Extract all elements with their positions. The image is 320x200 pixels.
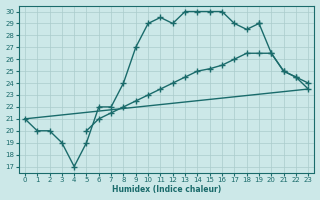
X-axis label: Humidex (Indice chaleur): Humidex (Indice chaleur)	[112, 185, 221, 194]
